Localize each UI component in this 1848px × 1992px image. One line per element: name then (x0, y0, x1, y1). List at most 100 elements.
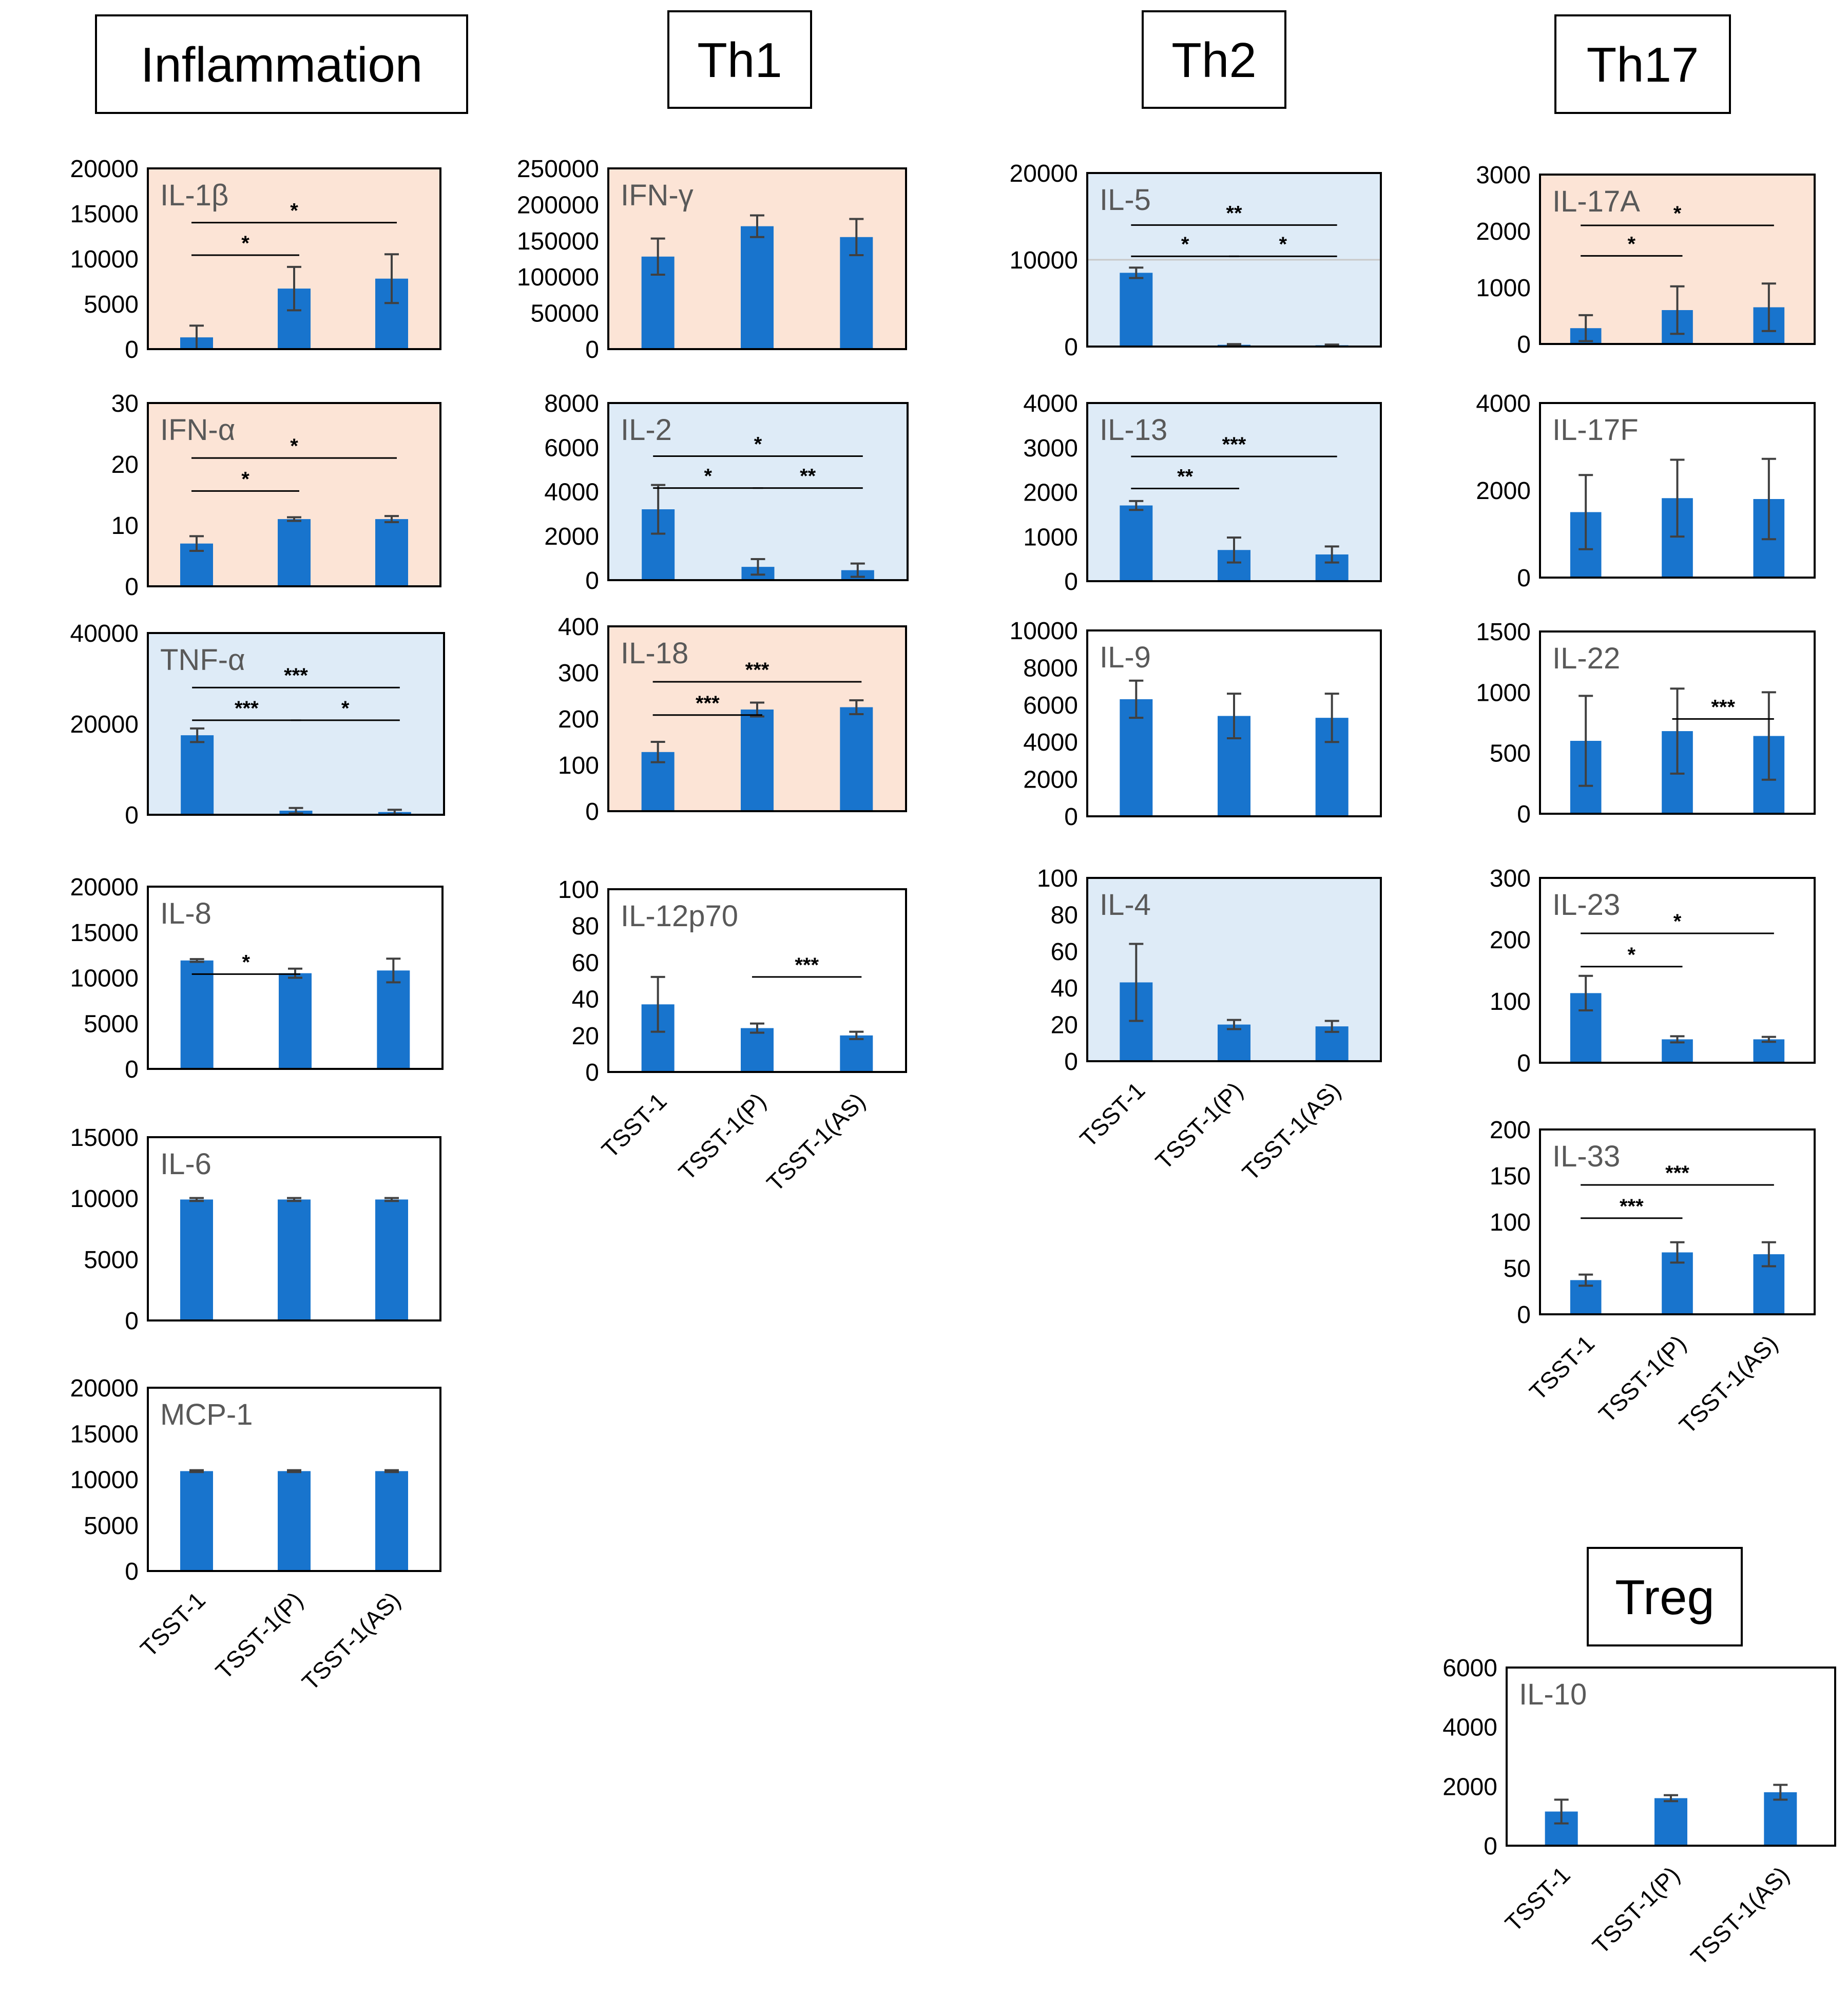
x-tick-label: TSST-1(P) (673, 1087, 771, 1185)
error-bar-il10-1 (1664, 1794, 1678, 1803)
y-tick-label: 0 (1517, 565, 1531, 592)
plot-frame (1539, 174, 1816, 345)
y-tick-label: 10000 (70, 965, 139, 992)
bar-il10-1 (1654, 1798, 1687, 1846)
error-bar-il13-2 (1324, 545, 1339, 564)
significance-il1-1: * (191, 200, 397, 224)
error-bar-il22-0 (1578, 695, 1593, 787)
bar-il6-2 (375, 1199, 408, 1320)
plot-frame (147, 167, 441, 350)
error-bar-il1-2 (384, 253, 399, 304)
error-bar-il33-1 (1670, 1241, 1685, 1264)
significance-il23-0: * (1581, 944, 1683, 968)
y-tick-label: 0 (125, 1308, 139, 1335)
y-tick-label: 10000 (70, 1467, 139, 1494)
svg-text:*: * (1181, 233, 1189, 256)
svg-text:***: *** (284, 664, 308, 687)
chart-il17f: 0 2000 4000 IL-17F (1476, 390, 1816, 592)
y-tick-label: 300 (558, 660, 599, 687)
plot-frame (607, 625, 907, 812)
plot-frame (607, 167, 907, 350)
bar-il8-2 (377, 970, 410, 1069)
y-tick-label: 4000 (1023, 390, 1078, 417)
header-th2: Th2 (1142, 10, 1286, 109)
plot-frame (1539, 1128, 1816, 1315)
y-tick-label: 200000 (517, 191, 599, 219)
y-tick-label: 2000 (1023, 767, 1078, 794)
error-bar-tnf-1 (288, 807, 303, 815)
y-tick-label: 4000 (544, 479, 599, 506)
svg-text:***: *** (1222, 433, 1246, 456)
chart-il10: 0 2000 4000 6000 IL-10 (1442, 1655, 1836, 1860)
chart-il1: 0 5000 10000 15000 20000 IL-1β * * (70, 156, 441, 363)
y-tick-label: 4000 (1442, 1714, 1497, 1741)
bar-il18-1 (741, 710, 774, 811)
error-bar-mcp1-2 (384, 1469, 399, 1473)
y-tick-label: 250000 (517, 156, 599, 183)
svg-text:*: * (341, 697, 350, 720)
x-tick-label: TSST-1 (1524, 1330, 1600, 1405)
significance-il18-0: *** (652, 692, 762, 716)
error-bar-il1-1 (287, 265, 301, 312)
plot-frame (1506, 1667, 1836, 1847)
plot-frame (147, 632, 445, 816)
y-tick-label: 10000 (1010, 618, 1078, 645)
panel-title: IL-17F (1552, 413, 1639, 447)
header-label: Th2 (1171, 33, 1256, 88)
y-tick-label: 5000 (84, 291, 139, 318)
header-box (95, 14, 468, 114)
plot-frame (1086, 402, 1382, 582)
svg-text:*: * (704, 465, 713, 488)
y-tick-label: 1500 (1476, 619, 1531, 646)
error-bar-il2-0 (651, 484, 666, 535)
error-bar-il4-2 (1324, 1020, 1339, 1033)
error-bar-il17f-0 (1578, 474, 1593, 550)
error-bar-ifn-1 (750, 214, 764, 238)
y-tick-label: 0 (125, 336, 139, 363)
bar-il23-2 (1753, 1039, 1785, 1063)
chart-il17a: 0 1000 2000 3000 IL-17A * * (1476, 162, 1816, 358)
y-tick-label: 0 (125, 1056, 139, 1083)
x-tick-label: TSST-1 (135, 1586, 210, 1662)
significance-il5-0: * (1131, 233, 1239, 257)
bar-il8-0 (180, 960, 214, 1069)
plot-frame (1539, 630, 1816, 815)
panel-title: IL-1β (160, 179, 228, 212)
bar-il12p70-2 (840, 1035, 873, 1072)
y-tick-label: 40000 (70, 620, 139, 647)
svg-text:*: * (1279, 233, 1287, 256)
significance-ifn-0: * (191, 468, 299, 492)
svg-text:*: * (242, 951, 251, 973)
panel-title: IL-10 (1519, 1678, 1587, 1711)
error-bar-il17f-2 (1761, 457, 1776, 541)
y-tick-label: 100 (1037, 865, 1078, 892)
y-tick-label: 100 (558, 752, 599, 779)
x-tick-label: TSST-1(AS) (1237, 1077, 1346, 1185)
svg-text:***: *** (745, 659, 769, 681)
significance-tnf-2: *** (192, 664, 400, 688)
error-bar-il18-0 (650, 741, 665, 763)
y-tick-label: 10000 (70, 246, 139, 273)
error-bar-il18-1 (750, 701, 764, 718)
y-tick-label: 150000 (517, 228, 599, 255)
y-tick-label: 4000 (1476, 390, 1531, 417)
y-tick-label: 0 (1064, 568, 1078, 596)
significance-ifn-1: * (191, 435, 397, 459)
plot-frame (147, 886, 444, 1070)
svg-text:***: *** (696, 692, 720, 715)
y-tick-label: 5000 (84, 1512, 139, 1540)
svg-text:*: * (1673, 202, 1682, 225)
error-bar-il12p70-1 (750, 1022, 764, 1034)
error-bar-il10-0 (1554, 1798, 1569, 1825)
header-label: Th1 (697, 33, 782, 88)
panel-title: IL-5 (1100, 183, 1151, 217)
y-tick-label: 15000 (70, 201, 139, 228)
error-bar-il22-2 (1761, 691, 1776, 781)
chart-ifn: 0 50000 100000 150000 200000 250000 IFN-γ (517, 156, 907, 363)
error-bar-il2-2 (850, 562, 865, 578)
plot-frame (147, 402, 441, 587)
y-tick-label: 15000 (70, 1421, 139, 1448)
error-bar-il8-0 (189, 958, 204, 963)
